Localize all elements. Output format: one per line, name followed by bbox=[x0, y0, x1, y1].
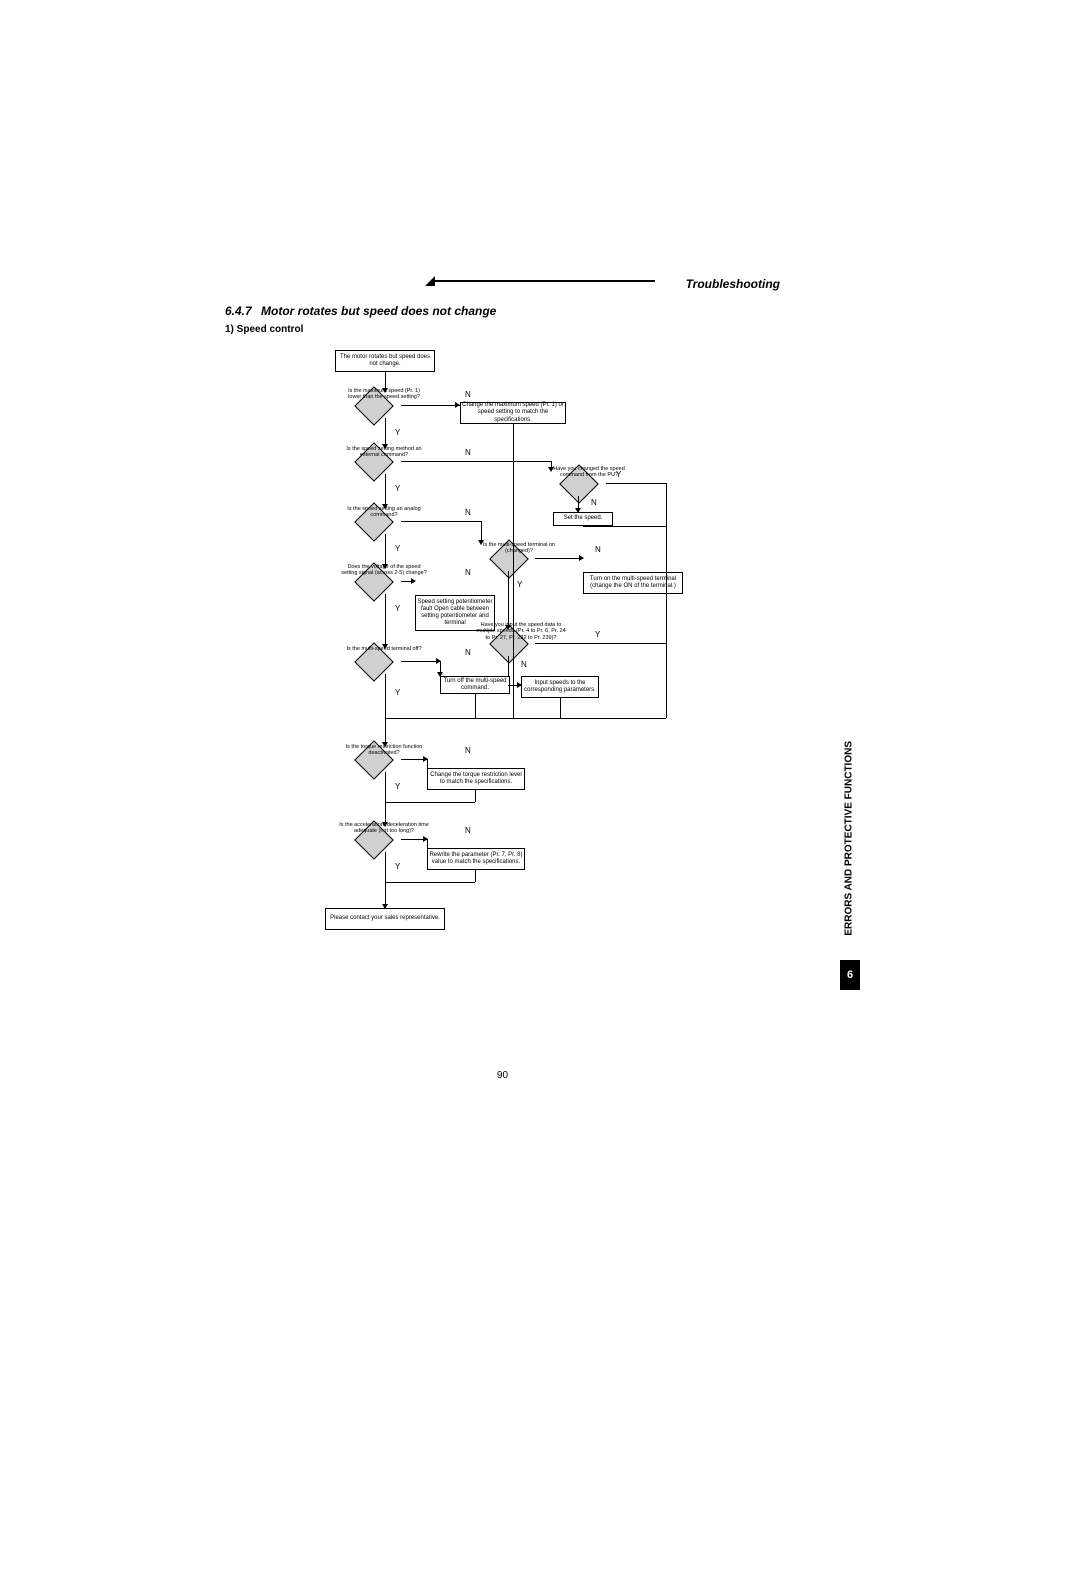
section-number: 6.4.7 bbox=[225, 304, 252, 318]
connector-line bbox=[475, 870, 476, 882]
page-number: 90 bbox=[497, 1070, 508, 1081]
header-rule bbox=[435, 280, 655, 283]
arrow-down-icon bbox=[575, 508, 581, 513]
connector-line bbox=[508, 656, 509, 676]
branch-label: Y bbox=[616, 470, 621, 479]
page-content: Troubleshooting 6.4.7 Motor rotates but … bbox=[225, 280, 780, 1130]
connector-line bbox=[385, 534, 386, 568]
arrow-down-icon bbox=[382, 504, 388, 509]
connector-line bbox=[513, 424, 514, 718]
arrow-down-icon bbox=[505, 625, 511, 630]
arrow-down-icon bbox=[382, 388, 388, 393]
connector-line bbox=[385, 772, 386, 826]
branch-label: Y bbox=[395, 782, 400, 791]
side-chapter-label: ERRORS AND PROTECTIVE FUNCTIONS bbox=[844, 741, 855, 936]
flowchart-box: Turn on the multi-speed terminal (change… bbox=[583, 572, 683, 594]
connector-line bbox=[385, 474, 386, 508]
arrow-down-icon bbox=[382, 822, 388, 827]
branch-label: N bbox=[465, 648, 471, 657]
arrow-down-icon bbox=[437, 672, 443, 677]
side-chapter-number: 6 bbox=[840, 960, 860, 990]
branch-label: Y bbox=[395, 862, 400, 871]
arrow-down-icon bbox=[382, 444, 388, 449]
connector-line bbox=[427, 759, 428, 768]
arrow-down-icon bbox=[382, 644, 388, 649]
flowchart-box: Rewrite the parameter (Pr. 7, Pr. 8) val… bbox=[427, 848, 525, 870]
connector-line bbox=[560, 698, 561, 718]
connector-line bbox=[508, 685, 521, 686]
arrow-right-icon bbox=[455, 402, 460, 408]
connector-line bbox=[385, 802, 475, 803]
connector-line bbox=[385, 882, 475, 883]
branch-label: N bbox=[521, 660, 527, 669]
flowchart-box: Input speeds to the corresponding parame… bbox=[521, 676, 599, 698]
connector-line bbox=[475, 790, 476, 802]
connector-line bbox=[385, 718, 666, 719]
arrow-down-icon bbox=[382, 564, 388, 569]
branch-label: Y bbox=[395, 544, 400, 553]
flowchart-box: Change the maximum speed (Pr. 1) or spee… bbox=[460, 402, 566, 424]
page-header: Troubleshooting bbox=[686, 277, 780, 291]
connector-line bbox=[606, 483, 666, 484]
header-decoration bbox=[425, 276, 435, 286]
branch-label: N bbox=[465, 826, 471, 835]
arrow-down-icon bbox=[382, 904, 388, 909]
branch-label: N bbox=[595, 545, 601, 554]
flowchart-box: Set the speed. bbox=[553, 512, 613, 526]
branch-label: Y bbox=[517, 580, 522, 589]
flowchart-box: Turn off the multi-speed command. bbox=[440, 676, 510, 694]
section-title: Motor rotates but speed does not change bbox=[261, 304, 496, 318]
connector-line bbox=[401, 661, 440, 662]
connector-line bbox=[535, 558, 583, 559]
connector-line bbox=[385, 852, 386, 908]
arrow-down-icon bbox=[382, 742, 388, 747]
branch-label: N bbox=[465, 508, 471, 517]
connector-line bbox=[583, 526, 666, 527]
connector-line bbox=[385, 674, 386, 746]
branch-label: Y bbox=[595, 630, 600, 639]
branch-label: Y bbox=[395, 604, 400, 613]
connector-line bbox=[508, 571, 509, 627]
connector-line bbox=[401, 521, 481, 522]
branch-label: N bbox=[465, 568, 471, 577]
arrow-right-icon bbox=[579, 555, 584, 561]
branch-label: Y bbox=[395, 428, 400, 437]
connector-line bbox=[401, 461, 551, 462]
connector-line bbox=[666, 483, 667, 718]
branch-label: N bbox=[465, 746, 471, 755]
flowchart-decision bbox=[489, 539, 529, 579]
flowchart-box: Please contact your sales representative… bbox=[325, 908, 445, 930]
connector-line bbox=[401, 405, 460, 406]
arrow-down-icon bbox=[478, 540, 484, 545]
connector-line bbox=[475, 694, 476, 718]
branch-label: Y bbox=[395, 688, 400, 697]
connector-line bbox=[595, 643, 666, 644]
connector-line bbox=[535, 643, 595, 644]
flowchart-box: The motor rotates but speed does not cha… bbox=[335, 350, 435, 372]
connector-line bbox=[385, 594, 386, 648]
branch-label: Y bbox=[395, 484, 400, 493]
branch-label: N bbox=[465, 448, 471, 457]
flowchart-decision bbox=[489, 624, 529, 664]
flowchart: The motor rotates but speed does not cha… bbox=[295, 350, 775, 970]
branch-label: N bbox=[465, 390, 471, 399]
flowchart-box: Change the torque restriction level to m… bbox=[427, 768, 525, 790]
flowchart-box: Speed setting potentiometer fault Open c… bbox=[415, 595, 495, 631]
subsection-title: 1) Speed control bbox=[225, 324, 303, 335]
arrow-down-icon bbox=[548, 467, 554, 472]
branch-label: N bbox=[591, 498, 597, 507]
arrow-right-icon bbox=[411, 578, 416, 584]
connector-line bbox=[427, 839, 428, 848]
